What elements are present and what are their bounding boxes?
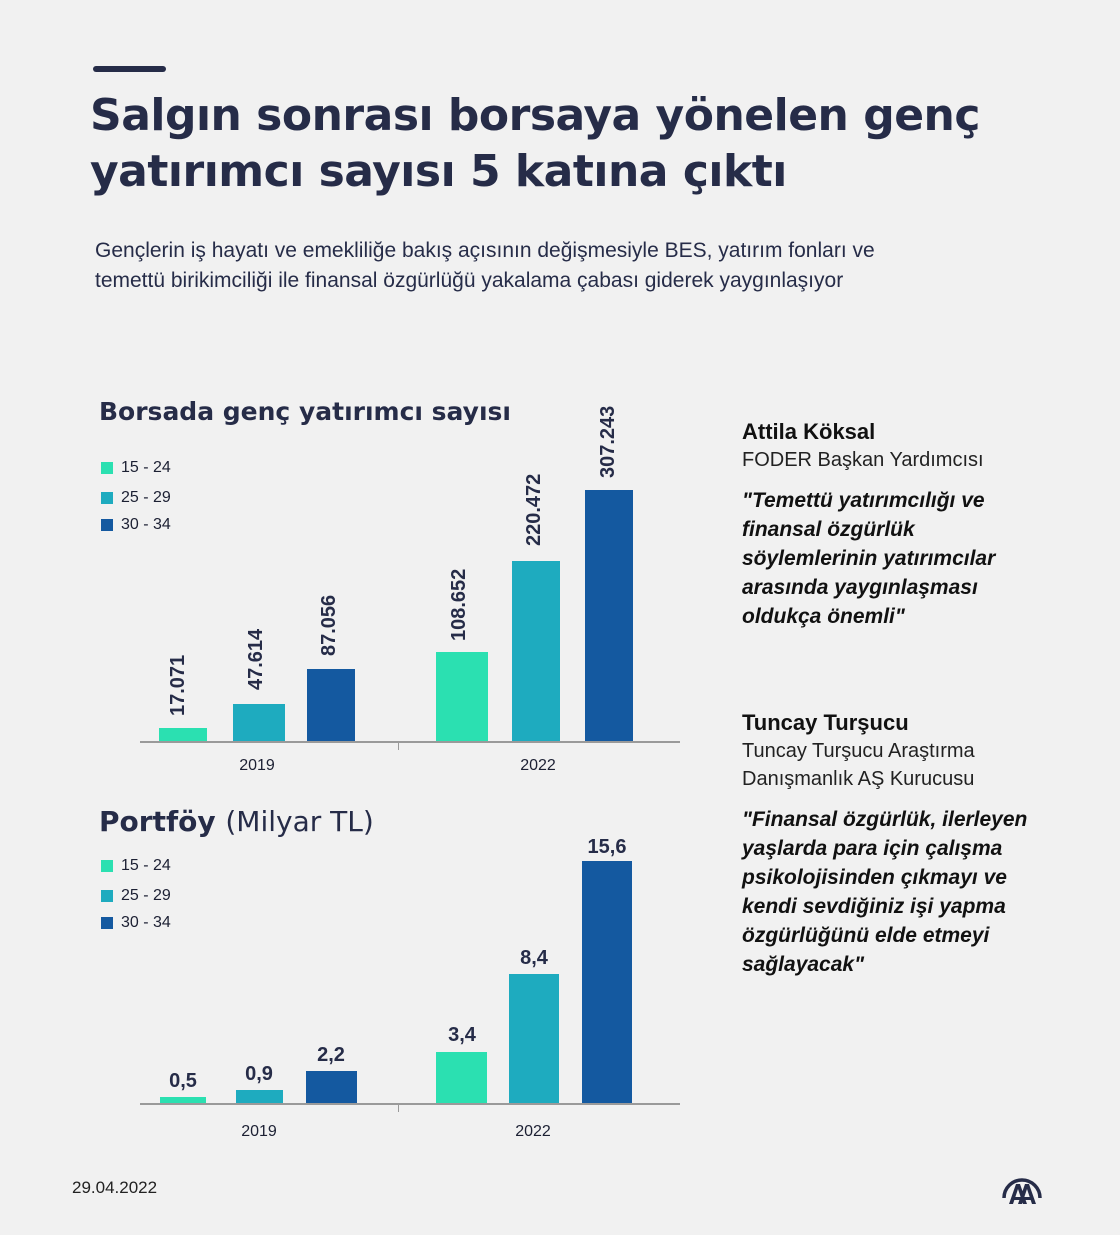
value-label-2022-25-29: 220.472 — [523, 473, 545, 546]
legend-swatch-25-29 — [101, 492, 113, 504]
portfolio-x-axis — [140, 1103, 680, 1105]
quote-block-1: Attila Köksal FODER Başkan Yardımcısı "T… — [742, 419, 1062, 631]
value-label-2019-25-29: 47.614 — [245, 628, 267, 690]
bar-2019-30-34 — [307, 669, 355, 742]
value-label-2022-15-24: 3,4 — [448, 1024, 476, 1046]
legend-swatch-30-34 — [101, 917, 113, 929]
legend-swatch-15-24 — [101, 462, 113, 474]
bar-2022-25-29 — [509, 974, 559, 1104]
value-label-2019-15-24: 17.071 — [167, 654, 189, 716]
bar-2022-25-29 — [512, 561, 560, 742]
quote-block-2: Tuncay Turşucu Tuncay Turşucu Araştırma … — [742, 710, 1062, 979]
legend-item-25-29: 25 - 29 — [101, 488, 171, 508]
legend-swatch-25-29 — [101, 890, 113, 902]
bar-2022-30-34 — [585, 490, 633, 742]
bar-2019-25-29 — [233, 704, 285, 742]
x-label-2019: 2019 — [241, 1123, 277, 1140]
legend-item-15-24: 15 - 24 — [101, 458, 171, 478]
publish-date: 29.04.2022 — [72, 1178, 158, 1197]
value-label-2022-25-29: 8,4 — [520, 947, 548, 969]
investors-axis-tick — [398, 742, 399, 750]
legend-item-15-24: 15 - 24 — [101, 856, 171, 876]
value-label-2022-30-34: 307.243 — [597, 405, 619, 478]
investors-x-axis — [140, 741, 680, 743]
portfolio-chart-title: Portföy (Milyar TL) — [99, 805, 374, 838]
investors-legend: 15 - 24 25 - 29 30 - 34 — [101, 458, 171, 535]
bar-2019-15-24 — [159, 728, 207, 742]
legend-item-30-34: 30 - 34 — [101, 913, 171, 933]
bar-2022-15-24 — [436, 1052, 487, 1104]
portfolio-axis-tick — [398, 1104, 399, 1112]
bar-2022-30-34 — [582, 861, 632, 1104]
page-title: Salgın sonrası borsaya yönelen genç yatı… — [90, 90, 980, 197]
person-name: Attila Köksal — [742, 419, 876, 444]
value-label-2022-30-34: 15,6 — [587, 836, 627, 858]
header-accent-bar — [93, 66, 166, 72]
x-label-2019: 2019 — [239, 757, 275, 774]
portfolio-legend: 15 - 24 25 - 29 30 - 34 — [101, 856, 171, 933]
value-label-2019-30-34: 87.056 — [318, 594, 340, 656]
bar-2019-25-29 — [236, 1090, 283, 1104]
x-label-2022: 2022 — [520, 757, 556, 774]
quote-text: "Finansal özgürlük, ilerleyen yaşlarda p… — [742, 808, 1028, 976]
bar-2019-15-24 — [160, 1097, 206, 1104]
bar-2019-30-34 — [306, 1071, 357, 1104]
person-role: FODER Başkan Yardımcısı — [742, 449, 984, 471]
legend-item-25-29: 25 - 29 — [101, 886, 171, 906]
value-label-2019-25-29: 0,9 — [245, 1063, 273, 1085]
value-label-2019-15-24: 0,5 — [169, 1070, 197, 1092]
legend-swatch-30-34 — [101, 519, 113, 531]
person-role: Tuncay Turşucu Araştırma Danışmanlık AŞ … — [742, 740, 975, 790]
aa-logo-icon — [1001, 1168, 1043, 1206]
value-label-2019-30-34: 2,2 — [317, 1044, 345, 1066]
quote-text: "Temettü yatırımcılığı ve finansal özgür… — [742, 489, 996, 628]
person-name: Tuncay Turşucu — [742, 710, 909, 735]
bar-2022-15-24 — [436, 652, 488, 742]
legend-swatch-15-24 — [101, 860, 113, 872]
page-subtitle: Gençlerin iş hayatı ve emekliliğe bakış … — [95, 239, 875, 292]
investors-chart-title: Borsada genç yatırımcı sayısı — [99, 397, 511, 426]
legend-item-30-34: 30 - 34 — [101, 515, 171, 535]
value-label-2022-15-24: 108.652 — [448, 568, 470, 641]
x-label-2022: 2022 — [515, 1123, 551, 1140]
